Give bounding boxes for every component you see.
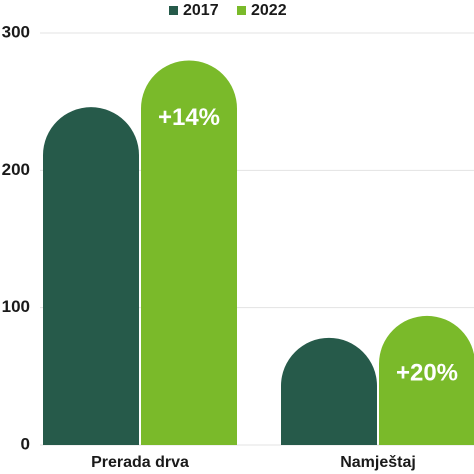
bar: [379, 315, 474, 445]
annotation: +20%: [396, 359, 458, 386]
legend-label: 2017: [183, 2, 219, 19]
y-tick-label: 200: [2, 160, 30, 179]
legend-label: 2022: [251, 2, 287, 19]
bar: [281, 337, 377, 445]
bar: [43, 107, 139, 445]
annotation: +14%: [158, 104, 220, 131]
legend-swatch: [169, 6, 178, 15]
bar: [141, 60, 237, 445]
y-tick-label: 0: [21, 434, 30, 453]
y-tick-label: 100: [2, 297, 30, 316]
legend-swatch: [237, 6, 246, 15]
x-tick-label: Prerada drva: [91, 454, 189, 471]
y-tick-label: 300: [2, 22, 30, 41]
x-tick-label: Namještaj: [340, 454, 416, 471]
